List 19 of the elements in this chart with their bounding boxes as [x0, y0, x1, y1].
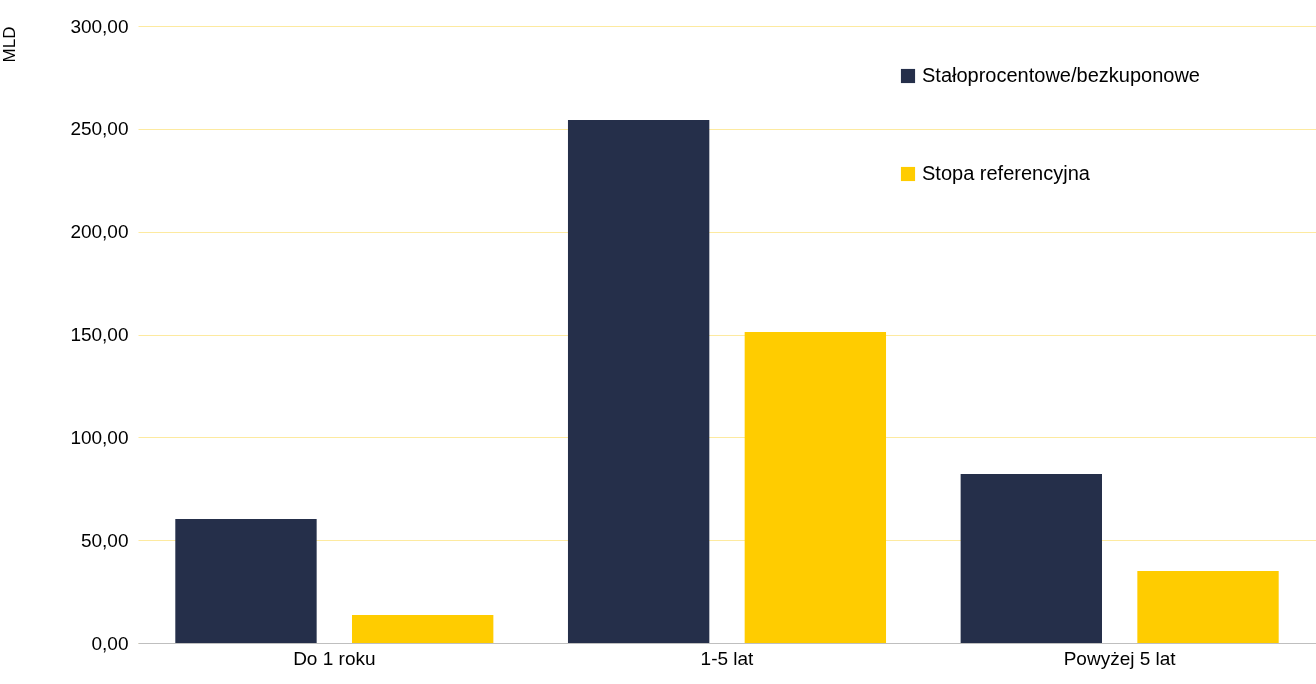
- bar: [352, 615, 494, 643]
- x-tick-label: 1-5 lat: [700, 647, 755, 669]
- legend-label: Stałoprocentowe/bezkuponowe: [922, 64, 1200, 86]
- x-tick-label: Do 1 roku: [293, 647, 376, 669]
- y-axis-title: MLD: [0, 26, 19, 63]
- y-tick-label: 0,00: [91, 632, 129, 654]
- bar: [175, 518, 317, 643]
- x-tick-label: Powyżej 5 lat: [1063, 647, 1177, 669]
- y-tick-label: 250,00: [70, 118, 129, 140]
- y-tick-label: 300,00: [70, 15, 129, 37]
- bar: [960, 473, 1102, 643]
- y-tick-label: 150,00: [70, 324, 129, 345]
- bar: [1137, 571, 1279, 643]
- y-tick-label: 200,00: [70, 221, 129, 243]
- y-tick-label: 100,00: [70, 426, 129, 448]
- legend-label: Stopa referencyjna: [922, 162, 1091, 184]
- bar: [744, 332, 887, 643]
- bar: [567, 119, 710, 643]
- y-tick-label: 50,00: [80, 529, 129, 551]
